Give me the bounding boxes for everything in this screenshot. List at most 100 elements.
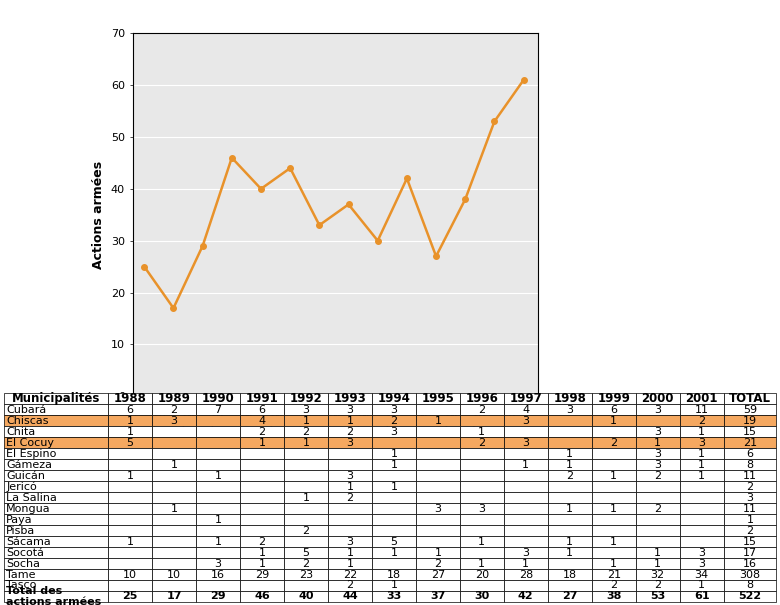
Text: 5: 5: [390, 537, 397, 546]
Text: 17: 17: [743, 548, 757, 558]
Bar: [4, 525, 108, 536]
Text: 308: 308: [739, 569, 760, 580]
Bar: [284, 448, 328, 459]
Bar: [504, 415, 548, 426]
Bar: [108, 415, 152, 426]
Text: 3: 3: [523, 416, 530, 426]
Bar: [679, 558, 724, 569]
Bar: [592, 481, 636, 492]
Bar: [372, 514, 416, 525]
Bar: [416, 525, 460, 536]
Bar: [328, 503, 372, 514]
Bar: [504, 404, 548, 415]
Bar: [240, 536, 284, 547]
Text: 1: 1: [303, 416, 310, 426]
Text: 2: 2: [654, 471, 661, 480]
Bar: [548, 404, 592, 415]
Bar: [592, 459, 636, 470]
Bar: [636, 503, 679, 514]
Text: 37: 37: [430, 592, 445, 601]
Bar: [548, 580, 592, 591]
Bar: [724, 404, 776, 415]
Text: La Salina: La Salina: [6, 492, 57, 503]
Bar: [108, 547, 152, 558]
Bar: [4, 536, 108, 547]
Bar: [460, 492, 504, 503]
Bar: [548, 470, 592, 481]
Bar: [240, 591, 284, 602]
Text: 1989: 1989: [158, 392, 190, 405]
Bar: [152, 470, 196, 481]
Bar: [284, 393, 328, 404]
Text: 1: 1: [215, 515, 222, 525]
Bar: [4, 404, 108, 415]
Bar: [679, 503, 724, 514]
Text: 8: 8: [746, 580, 753, 590]
Bar: [4, 415, 108, 426]
Bar: [4, 426, 108, 437]
Bar: [284, 591, 328, 602]
Bar: [4, 470, 108, 481]
Bar: [240, 580, 284, 591]
Bar: [592, 393, 636, 404]
Text: 1: 1: [566, 548, 573, 558]
Text: 3: 3: [303, 405, 310, 415]
Text: 1997: 1997: [509, 392, 542, 405]
Text: 1: 1: [390, 548, 397, 558]
Text: 1: 1: [346, 416, 353, 426]
Bar: [4, 580, 108, 591]
Bar: [548, 503, 592, 514]
Bar: [372, 437, 416, 448]
Bar: [460, 558, 504, 569]
Bar: [679, 415, 724, 426]
Bar: [504, 492, 548, 503]
Bar: [679, 569, 724, 580]
Text: 1: 1: [610, 503, 617, 514]
Bar: [4, 437, 108, 448]
Bar: [4, 514, 108, 525]
Bar: [724, 558, 776, 569]
Bar: [548, 426, 592, 437]
Text: 2: 2: [258, 427, 265, 437]
Bar: [504, 536, 548, 547]
Text: 27: 27: [562, 592, 577, 601]
Text: 3: 3: [698, 437, 705, 448]
Text: 3: 3: [346, 537, 353, 546]
Text: 16: 16: [743, 558, 757, 569]
Bar: [504, 470, 548, 481]
Text: 1: 1: [126, 537, 133, 546]
Bar: [240, 415, 284, 426]
Bar: [636, 591, 679, 602]
Text: 1: 1: [215, 471, 222, 480]
Text: 1995: 1995: [421, 392, 454, 405]
Bar: [196, 558, 240, 569]
Text: 1: 1: [566, 460, 573, 469]
Bar: [679, 525, 724, 536]
Bar: [460, 481, 504, 492]
Bar: [284, 492, 328, 503]
Text: Jericó: Jericó: [6, 482, 37, 492]
Bar: [152, 404, 196, 415]
Bar: [636, 437, 679, 448]
Text: 28: 28: [519, 569, 533, 580]
Text: 1992: 1992: [289, 392, 322, 405]
Bar: [504, 514, 548, 525]
Bar: [636, 459, 679, 470]
Text: 2: 2: [746, 526, 753, 535]
Text: 2001: 2001: [686, 392, 718, 405]
Bar: [416, 591, 460, 602]
Bar: [548, 415, 592, 426]
Bar: [504, 448, 548, 459]
Bar: [416, 404, 460, 415]
Text: 2: 2: [390, 416, 398, 426]
Bar: [196, 492, 240, 503]
Bar: [460, 415, 504, 426]
Text: 1: 1: [478, 558, 485, 569]
Text: 1: 1: [346, 482, 353, 492]
Bar: [240, 558, 284, 569]
Bar: [548, 393, 592, 404]
Bar: [592, 503, 636, 514]
Text: 2: 2: [654, 503, 661, 514]
Bar: [592, 591, 636, 602]
Bar: [108, 492, 152, 503]
